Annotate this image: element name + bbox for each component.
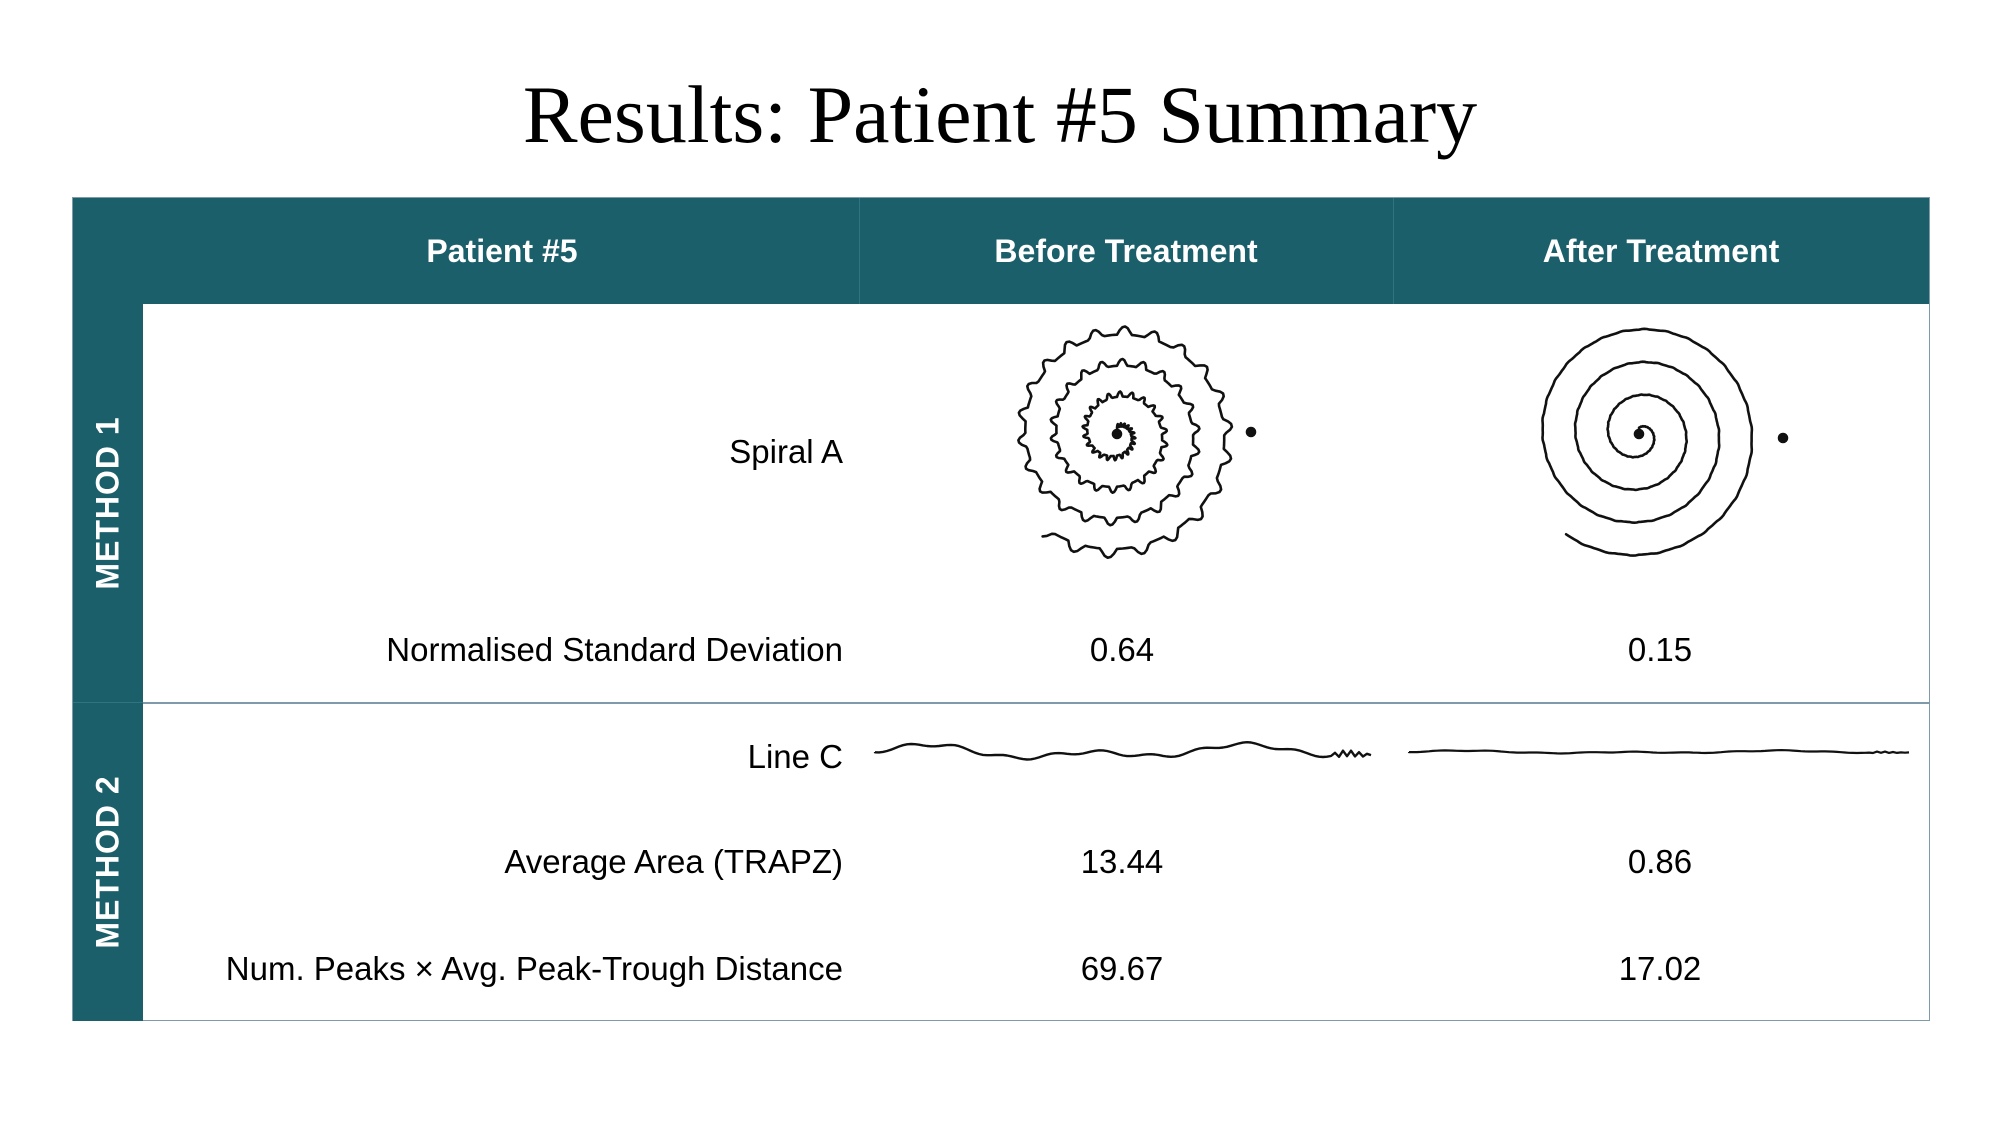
header-divider <box>859 198 860 304</box>
spiral-before-drawing <box>1017 325 1257 559</box>
average-area-label: Average Area (TRAPZ) <box>504 843 843 880</box>
area-before-value: 13.44 <box>1080 843 1164 880</box>
spiral-after-drawing <box>1541 327 1789 557</box>
header-patient: Patient #5 <box>426 233 578 269</box>
line-before-drawing <box>873 741 1372 761</box>
header-divider <box>1393 198 1394 304</box>
nsd-label: Normalised Standard Deviation <box>386 631 843 668</box>
spiral-start-dot <box>1111 428 1123 440</box>
header-before-treatment: Before Treatment <box>994 233 1258 269</box>
nsd-after-value: 0.15 <box>1627 631 1693 668</box>
spiral-start-dot <box>1633 428 1645 440</box>
method-1-label: METHOD 1 <box>89 416 126 590</box>
spiral-a-label: Spiral A <box>729 433 843 470</box>
page-title: Results: Patient #5 Summary <box>522 69 1478 160</box>
peaks-after-value: 17.02 <box>1618 950 1702 987</box>
method-divider <box>143 702 1929 704</box>
peaks-label: Num. Peaks × Avg. Peak-Trough Distance <box>225 950 843 987</box>
peaks-before-value: 69.67 <box>1080 950 1164 987</box>
spiral-path <box>1017 325 1234 559</box>
method-2-band: METHOD 2 <box>73 702 143 1021</box>
line-c-label: Line C <box>747 738 843 775</box>
spiral-end-dot <box>1777 432 1789 444</box>
header-after-treatment: After Treatment <box>1542 233 1780 269</box>
line-after-drawing <box>1407 749 1910 755</box>
area-after-value: 0.86 <box>1627 843 1693 880</box>
spiral-end-dot <box>1245 426 1257 438</box>
method-2-label: METHOD 2 <box>89 775 126 949</box>
nsd-before-value: 0.64 <box>1089 631 1155 668</box>
table-header: Patient #5 Before Treatment After Treatm… <box>73 198 1929 304</box>
spiral-path <box>1541 327 1754 557</box>
results-table: Patient #5 Before Treatment After Treatm… <box>72 197 1930 1021</box>
method-1-band: METHOD 1 <box>73 304 143 702</box>
